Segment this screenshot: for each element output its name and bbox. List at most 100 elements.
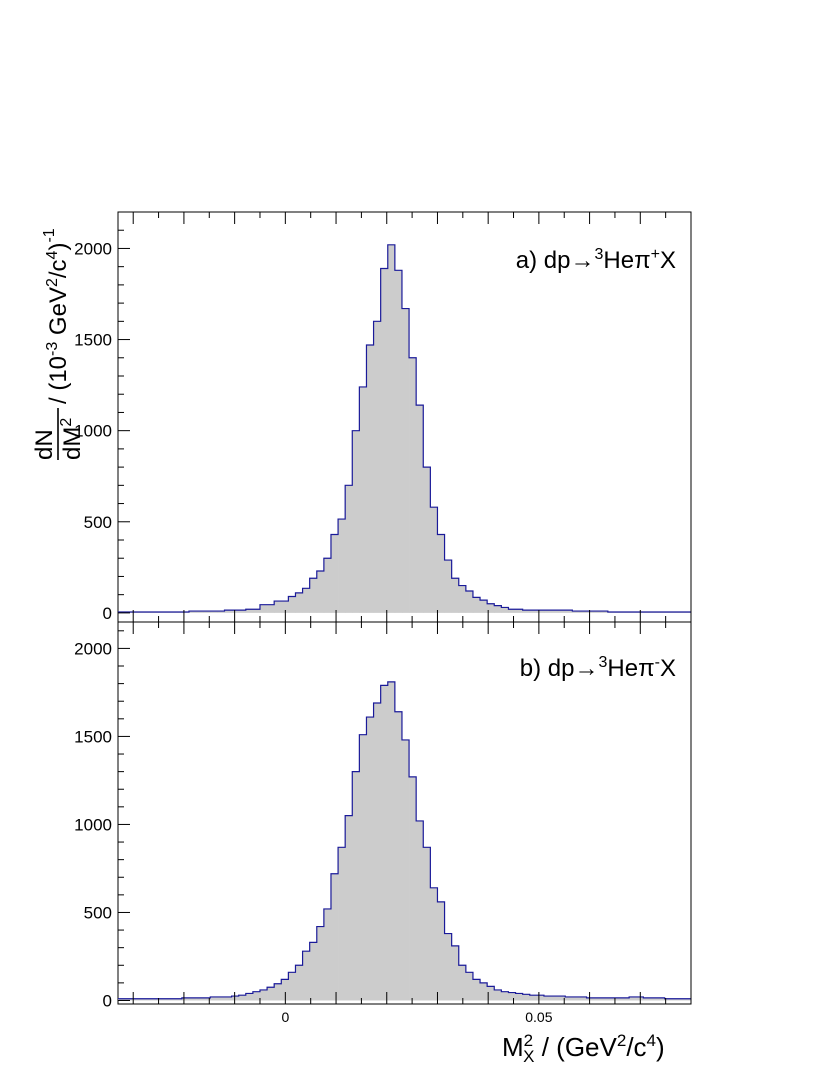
y-tick-label: 500 [84, 513, 112, 532]
histogram-bin [188, 997, 197, 1001]
histogram-bin [622, 997, 630, 1001]
histogram-bin [551, 996, 559, 1001]
histogram-bin [345, 815, 353, 1001]
histogram-bin [302, 588, 310, 613]
histogram-bin [217, 996, 225, 1001]
y-axis-label: dN dM2 / (10-3 GeV2/c4)-1 [31, 228, 86, 460]
histogram-bin [572, 996, 580, 1001]
histogram-bin [600, 997, 609, 1001]
histogram-bin [210, 611, 218, 613]
histogram-bin [430, 507, 438, 613]
histogram-bin [458, 585, 467, 613]
histogram-bin [245, 993, 254, 1001]
histogram-bin [572, 611, 580, 613]
histogram-bin [437, 534, 445, 613]
histogram-bin [146, 998, 154, 1001]
panel-a-histogram [118, 244, 692, 613]
histogram-bin [274, 601, 282, 613]
x-tick-label: 0.05 [525, 1009, 552, 1025]
histogram-bin [217, 611, 225, 613]
histogram-bin [181, 997, 190, 1001]
histogram-bin [643, 997, 651, 1001]
y-tick-label: 1500 [74, 331, 112, 350]
histogram-bin [118, 998, 126, 1001]
histogram-bin [309, 578, 318, 613]
panel-a: 0 500 1000 1500 2000 a) dp→3Heπ+X [74, 211, 692, 623]
histogram-bin [231, 610, 239, 613]
histogram-bin [593, 997, 602, 1001]
histogram-bin [451, 945, 460, 1001]
histogram-bin [387, 244, 396, 613]
y-tick-label: 2000 [74, 239, 112, 258]
histogram-bin [373, 321, 381, 613]
histogram-bin [607, 997, 616, 1001]
x-tick-label: 0 [281, 1009, 289, 1025]
histogram-bin [352, 430, 360, 613]
histogram-bin [316, 570, 325, 613]
histogram-bin [501, 991, 509, 1001]
histogram-bin [359, 734, 367, 1001]
histogram-bin [295, 965, 303, 1001]
histogram-bin [160, 998, 168, 1001]
histogram-bin [416, 820, 424, 1001]
histogram-bin [139, 998, 147, 1001]
y-tick-label: 0 [103, 604, 112, 623]
panel-a-label: a) dp→3Heπ+X [516, 246, 676, 274]
y-tick-label: 1000 [74, 422, 112, 441]
histogram-bin [174, 998, 183, 1001]
histogram-bin [252, 991, 261, 1001]
histogram-bin [274, 983, 282, 1001]
y-axis-label-den: dM2 [58, 418, 86, 460]
y-tick-label: 1000 [74, 815, 112, 834]
histogram-bin [153, 998, 161, 1001]
histogram-bin [401, 308, 410, 613]
panel-a-y-axis: 0 500 1000 1500 2000 [74, 211, 130, 623]
histogram-bin [586, 611, 594, 613]
histogram-bin [465, 972, 474, 1001]
histogram-bin [330, 873, 339, 1001]
histogram-bin [288, 596, 296, 613]
histogram-bin [685, 998, 692, 1001]
histogram-bin [565, 996, 573, 1001]
histogram-bin [238, 610, 247, 613]
histogram-bin [380, 685, 389, 1001]
histogram-bin [558, 610, 566, 613]
histogram-bin [281, 979, 289, 1001]
histogram-bin [259, 989, 268, 1001]
histogram-bin [359, 386, 367, 613]
histogram-bin [600, 611, 609, 613]
histogram-bin [267, 987, 275, 1001]
histogram-bin [444, 560, 452, 613]
histogram-bin [373, 702, 381, 1001]
histogram-bin [245, 609, 254, 613]
histogram-bin [125, 998, 133, 1001]
histogram-bin [664, 998, 673, 1001]
histogram-bin [508, 609, 516, 613]
histogram-bin [558, 996, 566, 1001]
histogram-bin [302, 951, 310, 1001]
histogram-bin [338, 847, 346, 1001]
histogram-bin [650, 997, 658, 1001]
histogram-bin [316, 926, 325, 1001]
histogram-bin [430, 887, 438, 1001]
histogram-bin [614, 997, 623, 1001]
panel-b-frame [117, 621, 692, 1005]
histogram-bin [579, 996, 587, 1001]
histogram-bin [529, 610, 538, 613]
histogram-bin [345, 485, 353, 613]
histogram-bin [536, 995, 545, 1001]
y-axis-label-num: dN [31, 429, 58, 460]
histogram-bin [295, 592, 303, 613]
histogram-outline [118, 244, 691, 613]
histogram-bin [387, 681, 396, 1001]
panel-b-x-axis: 0 0.05 [132, 622, 692, 1025]
histogram-bin [671, 998, 680, 1001]
panel-b-histogram [118, 681, 692, 1001]
histogram-bin [203, 997, 211, 1001]
histogram-bin [472, 979, 481, 1001]
histogram-bin [323, 558, 332, 613]
histogram-bin [231, 996, 239, 1001]
histogram-outline [118, 681, 691, 1000]
